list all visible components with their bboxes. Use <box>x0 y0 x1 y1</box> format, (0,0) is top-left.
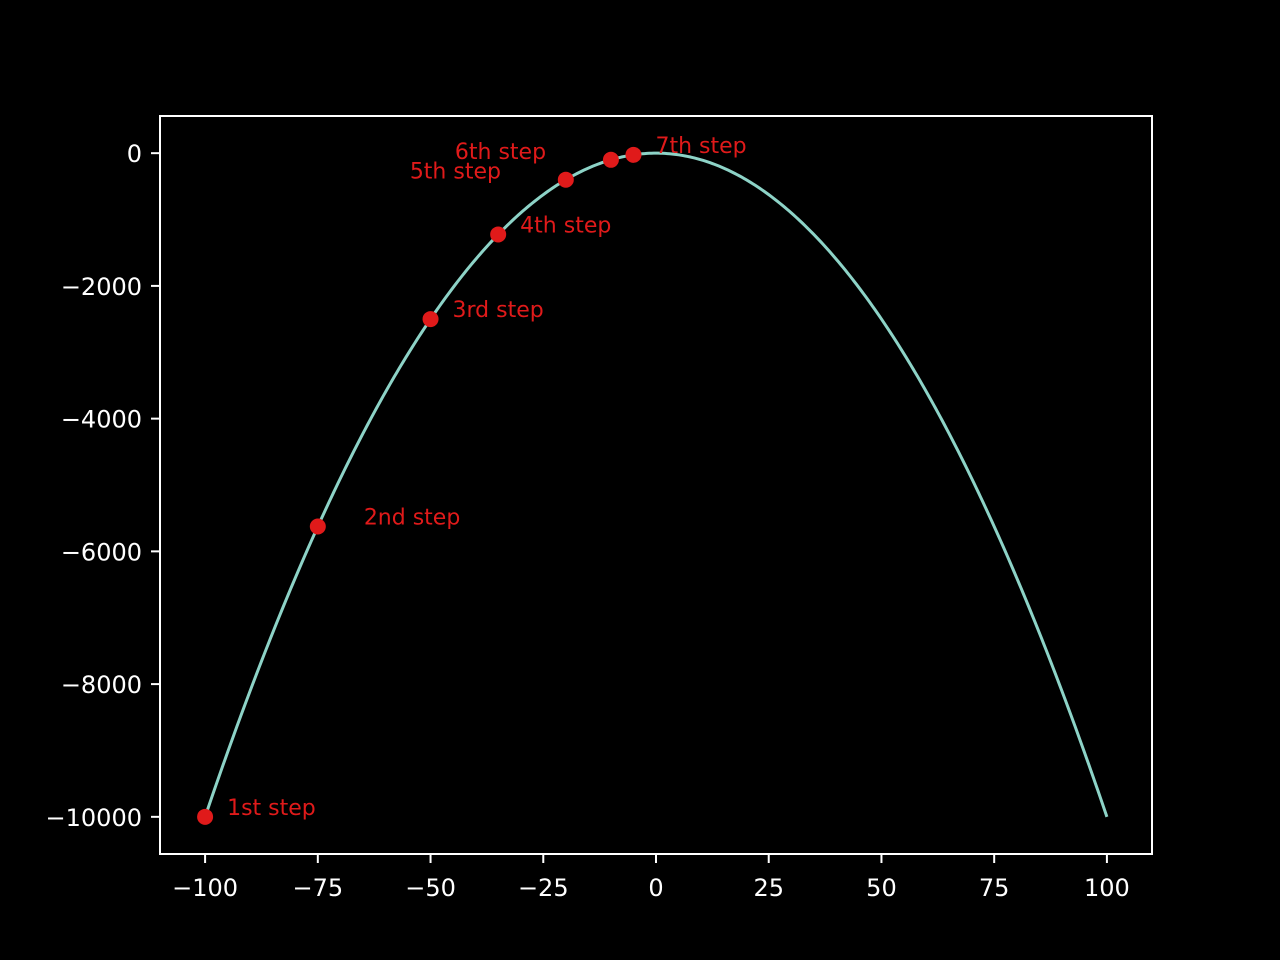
step-label: 1st step <box>227 796 316 821</box>
step-point <box>197 808 214 825</box>
step-label: 7th step <box>655 134 746 159</box>
step-point <box>309 518 326 535</box>
step-label: 2nd step <box>364 505 461 530</box>
x-tick-label: 25 <box>753 874 784 902</box>
step-label: 5th step <box>410 160 501 185</box>
step-label: 4th step <box>520 213 611 238</box>
step-label: 6th step <box>455 140 546 165</box>
x-tick-label: 0 <box>648 874 663 902</box>
y-tick-label: −6000 <box>61 538 142 566</box>
step-point <box>490 226 507 243</box>
x-axis: −100 −75 −50 −25 0 25 50 75 100 <box>172 854 1130 902</box>
y-tick-label: −8000 <box>61 671 142 699</box>
x-tick-label: 50 <box>866 874 897 902</box>
x-tick-label: 100 <box>1084 874 1130 902</box>
parabola-curve <box>203 151 1109 818</box>
y-axis: 0 −2000 −4000 −6000 −8000 −10000 <box>46 140 160 832</box>
y-tick-label: −4000 <box>61 406 142 434</box>
x-tick-label: −25 <box>518 874 569 902</box>
step-label: 3rd step <box>453 298 544 323</box>
step-labels: 1st step 2nd step 3rd step 4th step 5th step… <box>227 134 747 821</box>
x-tick-label: 75 <box>979 874 1010 902</box>
y-tick-label: −2000 <box>61 273 142 301</box>
x-tick-label: −75 <box>292 874 343 902</box>
step-point <box>422 311 439 328</box>
x-tick-label: −100 <box>172 874 238 902</box>
plot-frame <box>159 115 1153 855</box>
x-tick-label: −50 <box>405 874 456 902</box>
step-point <box>602 151 619 168</box>
step-points <box>197 146 642 825</box>
y-tick-label: 0 <box>127 140 142 168</box>
y-tick-label: −10000 <box>46 804 142 832</box>
step-point <box>625 146 642 163</box>
step-point <box>557 171 574 188</box>
